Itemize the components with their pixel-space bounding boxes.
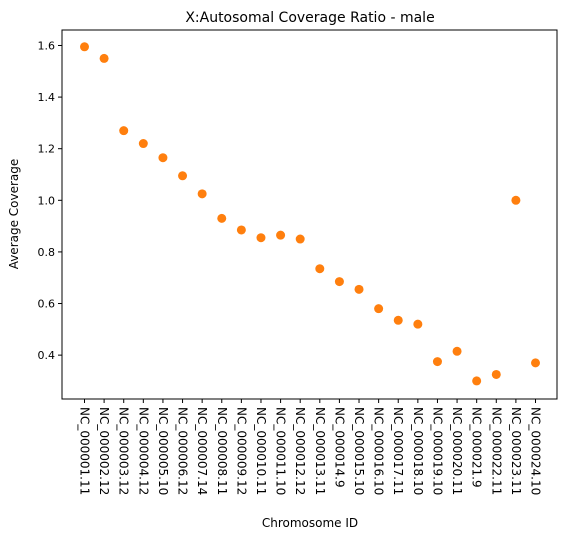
x-tick-label: NC_000018.10 xyxy=(411,407,425,495)
x-tick-label: NC_000009.12 xyxy=(234,407,248,495)
y-tick-label: 1.6 xyxy=(38,39,56,52)
data-point xyxy=(295,234,305,244)
data-point xyxy=(217,213,227,223)
x-tick-label: NC_000019.10 xyxy=(430,407,444,495)
data-point xyxy=(334,277,344,287)
data-point xyxy=(236,225,246,235)
x-tick-label: NC_000005.10 xyxy=(156,407,170,495)
data-point xyxy=(138,139,148,149)
x-tick-label: NC_000024.10 xyxy=(529,407,543,495)
x-tick-label: NC_000006.12 xyxy=(176,407,190,495)
chart-title: X:Autosomal Coverage Ratio - male xyxy=(185,10,434,26)
y-tick-label: 1.2 xyxy=(38,143,56,156)
data-point xyxy=(99,53,109,63)
x-tick-label: NC_000022.11 xyxy=(489,407,503,495)
y-tick-label: 0.8 xyxy=(38,246,56,259)
data-point xyxy=(197,189,207,199)
x-tick-label: NC_000008.11 xyxy=(215,407,229,495)
data-point xyxy=(119,126,129,136)
data-point xyxy=(511,195,521,205)
x-tick-label: NC_000020.11 xyxy=(450,407,464,495)
x-tick-label: NC_000014.9 xyxy=(332,407,346,488)
x-tick-label: NC_000012.12 xyxy=(293,407,307,495)
x-axis: NC_000001.11 NC_000002.12 NC_000003.12 NC_0… xyxy=(78,399,543,495)
x-tick-label: NC_000015.10 xyxy=(352,407,366,495)
y-axis-label: Average Coverage xyxy=(7,159,21,270)
data-point xyxy=(315,264,325,274)
data-point xyxy=(393,315,403,325)
x-tick-label: NC_000001.11 xyxy=(78,407,92,495)
x-tick-label: NC_000003.12 xyxy=(117,407,131,495)
data-point xyxy=(472,376,482,386)
data-point xyxy=(374,304,384,314)
x-tick-label: NC_000017.11 xyxy=(391,407,405,495)
y-tick-label: 0.6 xyxy=(38,298,56,311)
x-tick-label: NC_000013.11 xyxy=(313,407,327,495)
data-point xyxy=(452,346,462,356)
data-point xyxy=(531,358,540,368)
x-tick-label: NC_000011.10 xyxy=(274,407,288,495)
x-tick-label: NC_000010.11 xyxy=(254,407,268,495)
x-axis-label: Chromosome ID xyxy=(262,516,358,530)
data-point xyxy=(276,230,286,240)
x-tick-label: NC_000023.11 xyxy=(509,407,523,495)
data-point xyxy=(413,319,423,329)
x-tick-label: NC_000021.9 xyxy=(470,407,484,488)
y-tick-label: 1.0 xyxy=(38,194,56,207)
x-tick-label: NC_000007.14 xyxy=(195,407,209,495)
x-tick-label: NC_000016.10 xyxy=(372,407,386,495)
x-tick-label: NC_000002.12 xyxy=(97,407,111,495)
data-point xyxy=(158,153,168,163)
x-tick-label: NC_000004.12 xyxy=(136,407,150,495)
plot-area xyxy=(61,29,558,400)
data-points xyxy=(80,42,540,386)
y-tick-label: 0.4 xyxy=(38,349,56,362)
data-point xyxy=(256,233,266,243)
y-tick-label: 1.4 xyxy=(38,91,56,104)
data-point xyxy=(80,42,89,52)
data-point xyxy=(432,357,442,367)
data-point xyxy=(491,369,501,379)
y-axis: 0.4 0.6 0.8 1.0 1.2 1.4 1.6 xyxy=(38,39,62,362)
data-point xyxy=(354,284,364,294)
data-point xyxy=(178,171,188,181)
